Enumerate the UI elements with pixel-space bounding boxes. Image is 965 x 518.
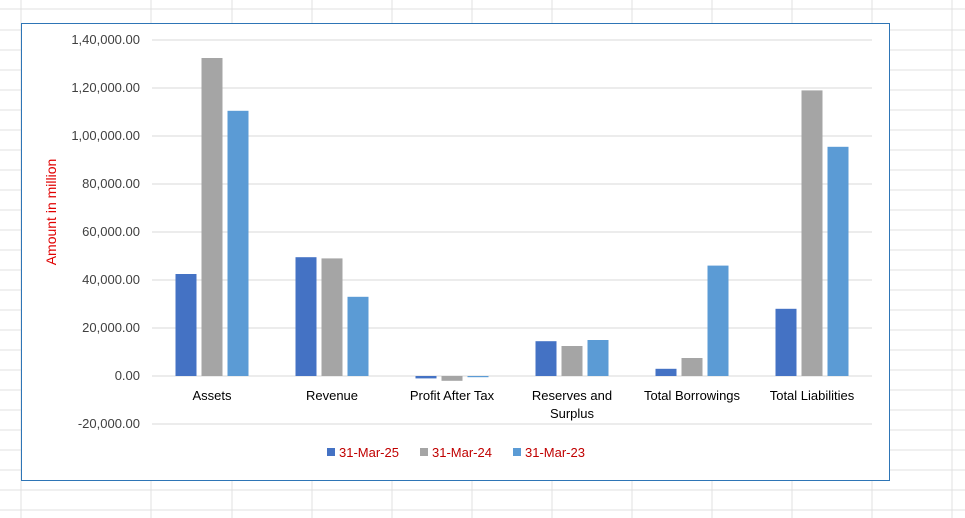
chart-area[interactable]: -20,000.00 0.00 20,000.00 40,000.00 60,000.0… <box>21 23 890 481</box>
x-axis-category-labels: Assets Revenue Profit After Tax Reserves an… <box>192 388 854 421</box>
y-tick-label: 1,20,000.00 <box>71 80 140 95</box>
legend-item: 31-Mar-24 <box>420 445 492 460</box>
y-tick-label: -20,000.00 <box>78 416 140 431</box>
legend-swatch <box>513 448 521 456</box>
legend-swatch <box>327 448 335 456</box>
bar <box>655 368 677 376</box>
x-category-label: Total Liabilities <box>770 388 855 403</box>
bar-chart: -20,000.00 0.00 20,000.00 40,000.00 60,000.0… <box>43 32 872 460</box>
legend-item: 31-Mar-25 <box>327 445 399 460</box>
bar <box>321 258 343 376</box>
y-tick-label: 40,000.00 <box>82 272 140 287</box>
y-tick-label: 1,00,000.00 <box>71 128 140 143</box>
y-tick-label: 80,000.00 <box>82 176 140 191</box>
legend-label: 31-Mar-24 <box>432 445 492 460</box>
bar <box>347 296 369 376</box>
legend-swatch <box>420 448 428 456</box>
bar <box>175 274 197 376</box>
bars <box>175 58 849 381</box>
bar <box>681 358 703 376</box>
y-axis-tick-labels: -20,000.00 0.00 20,000.00 40,000.00 60,000.0… <box>71 32 140 431</box>
y-tick-label: 0.00 <box>115 368 140 383</box>
y-tick-label: 1,40,000.00 <box>71 32 140 47</box>
bar <box>827 146 849 376</box>
x-category-label: Total Borrowings <box>644 388 741 403</box>
y-tick-label: 20,000.00 <box>82 320 140 335</box>
gridlines <box>152 39 872 425</box>
bar <box>561 346 583 376</box>
bar <box>775 308 797 376</box>
legend-item: 31-Mar-23 <box>513 445 585 460</box>
bar <box>801 90 823 377</box>
y-axis-title: Amount in million <box>43 159 59 266</box>
x-category-label: Reserves and Surplus <box>532 388 612 421</box>
bar <box>587 340 609 376</box>
bar <box>441 376 463 381</box>
x-category-label: Assets <box>192 388 232 403</box>
x-category-label: Revenue <box>306 388 358 403</box>
bar <box>201 58 223 376</box>
bar <box>295 257 317 376</box>
bar <box>227 110 249 377</box>
x-category-label: Profit After Tax <box>410 388 495 403</box>
bar <box>535 341 557 376</box>
bar <box>415 376 437 379</box>
legend-label: 31-Mar-25 <box>339 445 399 460</box>
legend-label: 31-Mar-23 <box>525 445 585 460</box>
y-tick-label: 60,000.00 <box>82 224 140 239</box>
legend: 31-Mar-25 31-Mar-24 31-Mar-23 <box>327 445 585 460</box>
bar <box>707 265 729 376</box>
bar <box>467 376 489 378</box>
